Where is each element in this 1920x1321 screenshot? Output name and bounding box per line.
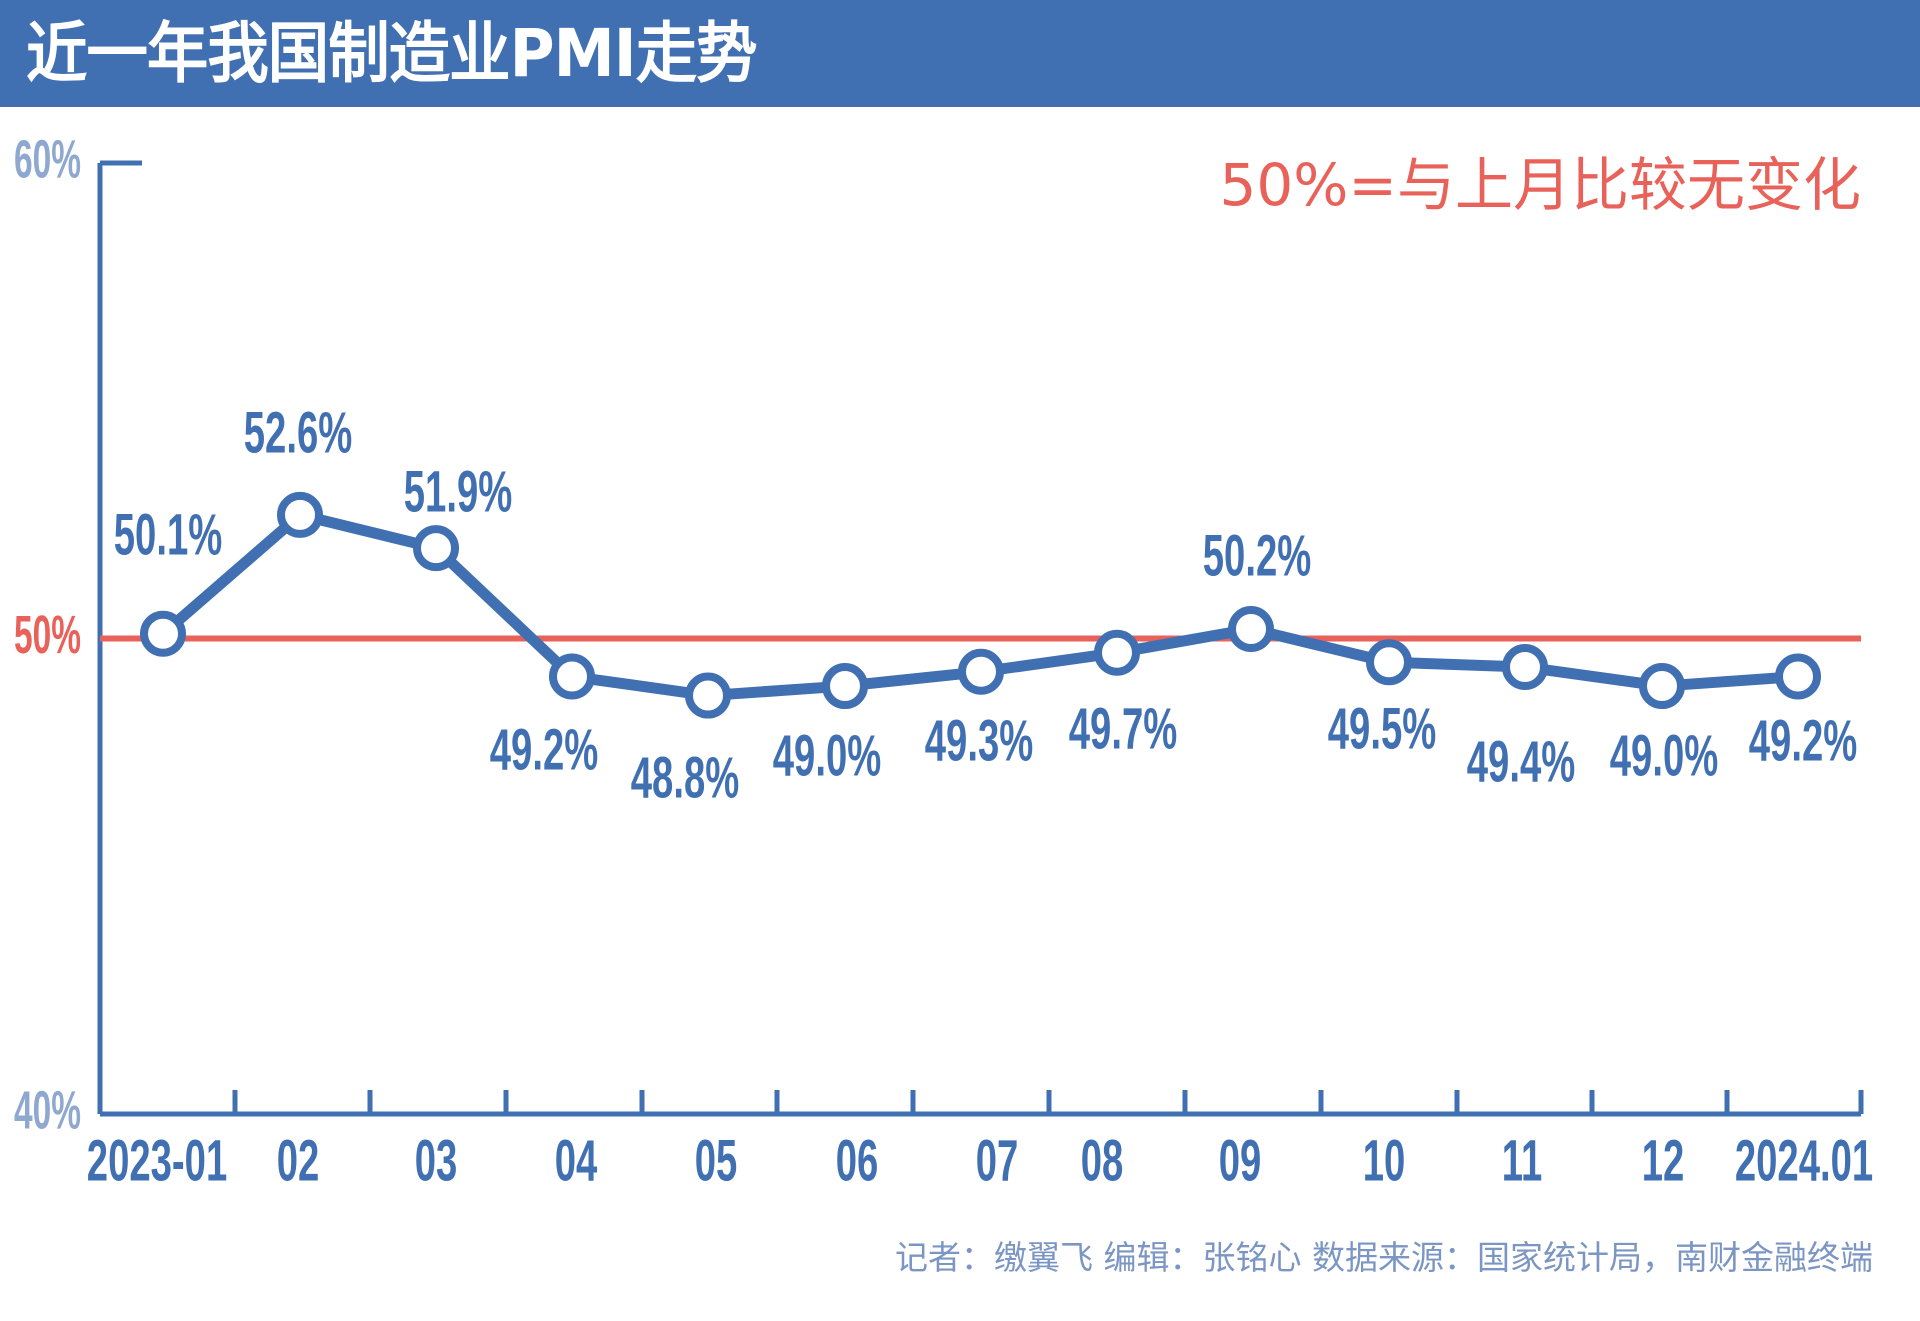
data-point xyxy=(1502,644,1548,691)
data-label: 51.9% xyxy=(404,461,513,525)
data-point xyxy=(1775,653,1821,700)
data-point xyxy=(1639,663,1685,710)
x-tick-label: 03 xyxy=(415,1130,458,1194)
data-label: 49.4% xyxy=(1467,731,1576,795)
data-point xyxy=(958,648,1004,695)
data-label: 49.7% xyxy=(1069,698,1178,762)
data-point xyxy=(1366,639,1412,686)
data-label: 49.5% xyxy=(1328,698,1437,762)
x-tick-label: 11 xyxy=(1502,1130,1542,1194)
x-tick-label: 09 xyxy=(1219,1130,1262,1194)
x-tick-label: 06 xyxy=(836,1130,879,1194)
x-tick-label: 12 xyxy=(1642,1130,1685,1194)
x-tick-label: 04 xyxy=(555,1130,598,1194)
x-tick-label: 2023-01 xyxy=(87,1130,227,1194)
y-tick-label: 40% xyxy=(14,1079,81,1140)
x-tick-label: 2024.01 xyxy=(1735,1130,1873,1194)
y-tick-label: 50% xyxy=(14,603,81,664)
title-bar: 近一年我国制造业PMI走势 xyxy=(0,0,1920,107)
data-point xyxy=(413,525,459,572)
data-label: 50.2% xyxy=(1203,525,1312,589)
x-tick-label: 02 xyxy=(277,1130,320,1194)
data-point xyxy=(1094,629,1140,676)
data-point xyxy=(1228,605,1274,652)
x-tick-label: 10 xyxy=(1363,1130,1406,1194)
data-label: 48.8% xyxy=(631,747,740,811)
x-tick-label: 05 xyxy=(695,1130,738,1194)
data-label: 52.6% xyxy=(244,402,353,466)
data-point xyxy=(685,672,731,719)
data-label: 49.0% xyxy=(1610,725,1719,789)
data-point xyxy=(822,663,868,710)
data-label: 49.3% xyxy=(925,710,1034,774)
data-label: 49.2% xyxy=(490,719,599,783)
x-tick-label: 07 xyxy=(976,1130,1019,1194)
x-tick-label: 08 xyxy=(1081,1130,1124,1194)
data-point xyxy=(549,653,595,700)
data-label: 49.2% xyxy=(1749,710,1858,774)
chart-title: 近一年我国制造业PMI走势 xyxy=(26,15,758,92)
reference-annotation: 50%=与上月比较无变化 xyxy=(1219,151,1861,219)
y-tick-label: 60% xyxy=(14,128,81,189)
data-point xyxy=(140,610,186,657)
data-label: 50.1% xyxy=(114,504,223,568)
data-point xyxy=(277,491,323,538)
footer-credits: 记者：缴翼飞 编辑：张铭心 数据来源：国家统计局，南财金融终端 xyxy=(895,1238,1873,1277)
data-label: 49.0% xyxy=(773,725,882,789)
